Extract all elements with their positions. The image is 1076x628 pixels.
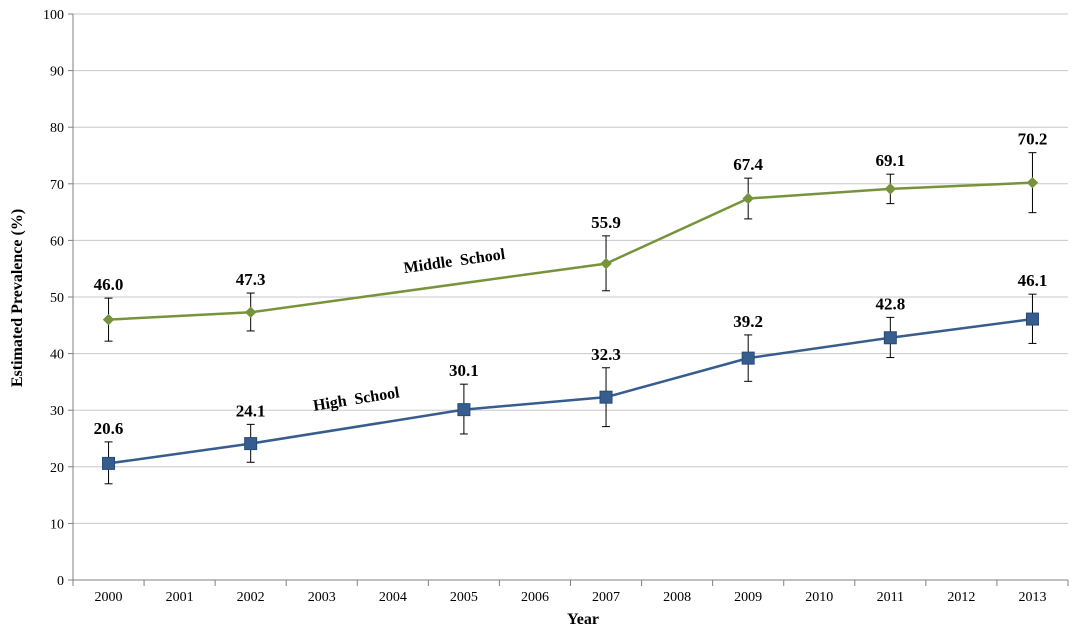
y-tick-label-90: 90 <box>50 65 64 80</box>
x-tick-label-2010: 2010 <box>805 590 833 605</box>
high-school-point-2000 <box>102 456 116 470</box>
high-school-point-2013 <box>1025 312 1039 326</box>
x-tick-label-2012: 2012 <box>947 590 975 605</box>
y-tick-label-60: 60 <box>50 234 64 249</box>
x-tick-label-2001: 2001 <box>166 590 194 605</box>
high-school-data-label-2009: 39.2 <box>733 312 763 331</box>
y-tick-label-0: 0 <box>57 574 64 589</box>
high-school-point-2011 <box>883 331 897 345</box>
middle-school-line <box>108 181 1033 321</box>
y-tick-label-40: 40 <box>50 348 64 363</box>
y-tick-label-70: 70 <box>50 178 64 193</box>
x-axis-ticks: 2000 2001 2002 2003 2004 2005 2006 2007 2008 2009… <box>95 590 1047 605</box>
axes <box>68 13 1069 586</box>
middle-school-data-label-2000: 46.0 <box>94 275 124 294</box>
high-school-data-label-2011: 42.8 <box>875 294 905 313</box>
y-axis-title: Estimated Prevalence (%) <box>9 209 26 387</box>
middle-school-point-2011 <box>884 183 897 195</box>
high-school-data-label-2005: 30.1 <box>449 361 479 380</box>
high-school-data-label-2013: 46.1 <box>1018 271 1048 290</box>
y-tick-label-50: 50 <box>50 291 64 306</box>
high-school-point-2009 <box>741 351 755 365</box>
high-school-data-label-2000: 20.6 <box>94 419 124 438</box>
high-school-data-label-2002: 24.1 <box>236 401 266 420</box>
middle-school-series-label: Middle School <box>403 246 507 277</box>
y-tick-label-30: 30 <box>50 404 64 419</box>
high-school-data-label-2007: 32.3 <box>591 345 621 364</box>
series-lines <box>108 181 1033 465</box>
x-tick-label-2008: 2008 <box>663 590 691 605</box>
middle-school-point-2002 <box>244 306 257 318</box>
y-tick-label-10: 10 <box>50 517 64 532</box>
x-tick-label-2002: 2002 <box>237 590 265 605</box>
middle-school-data-label-2009: 67.4 <box>733 155 763 174</box>
gridlines <box>73 13 1068 524</box>
middle-school-data-label-2011: 69.1 <box>875 151 905 170</box>
y-axis-ticks: 0 10 20 30 40 50 60 70 80 90 100 <box>43 8 64 589</box>
middle-school-data-label-2007: 55.9 <box>591 213 621 232</box>
x-tick-label-2009: 2009 <box>734 590 762 605</box>
middle-school-data-label-2013: 70.2 <box>1018 130 1048 149</box>
high-school-point-2002 <box>244 437 258 451</box>
data-labels: 46.0 47.3 55.9 67.4 69.1 70.2 20.6 24.1 30.1 32.3… <box>94 130 1048 438</box>
middle-school-point-2013 <box>1026 176 1039 189</box>
x-tick-label-2006: 2006 <box>521 590 549 605</box>
y-tick-label-80: 80 <box>50 121 64 136</box>
x-tick-label-2005: 2005 <box>450 590 478 605</box>
x-tick-label-2007: 2007 <box>592 590 620 605</box>
x-tick-label-2013: 2013 <box>1018 590 1046 605</box>
x-tick-label-2004: 2004 <box>379 590 407 605</box>
middle-school-point-2000 <box>102 313 115 326</box>
y-tick-label-20: 20 <box>50 461 64 476</box>
middle-school-data-label-2002: 47.3 <box>236 270 266 289</box>
high-school-point-2005 <box>457 403 471 417</box>
x-axis-title: Year <box>567 611 599 628</box>
series-markers <box>102 176 1039 470</box>
y-tick-label-100: 100 <box>43 8 64 23</box>
x-tick-label-2003: 2003 <box>308 590 336 605</box>
middle-school-point-2009 <box>742 192 754 205</box>
middle-school-point-2007 <box>600 257 612 270</box>
high-school-point-2007 <box>599 390 613 404</box>
x-tick-label-2011: 2011 <box>877 590 904 605</box>
error-bars <box>104 152 1037 485</box>
x-tick-label-2000: 2000 <box>95 590 123 605</box>
